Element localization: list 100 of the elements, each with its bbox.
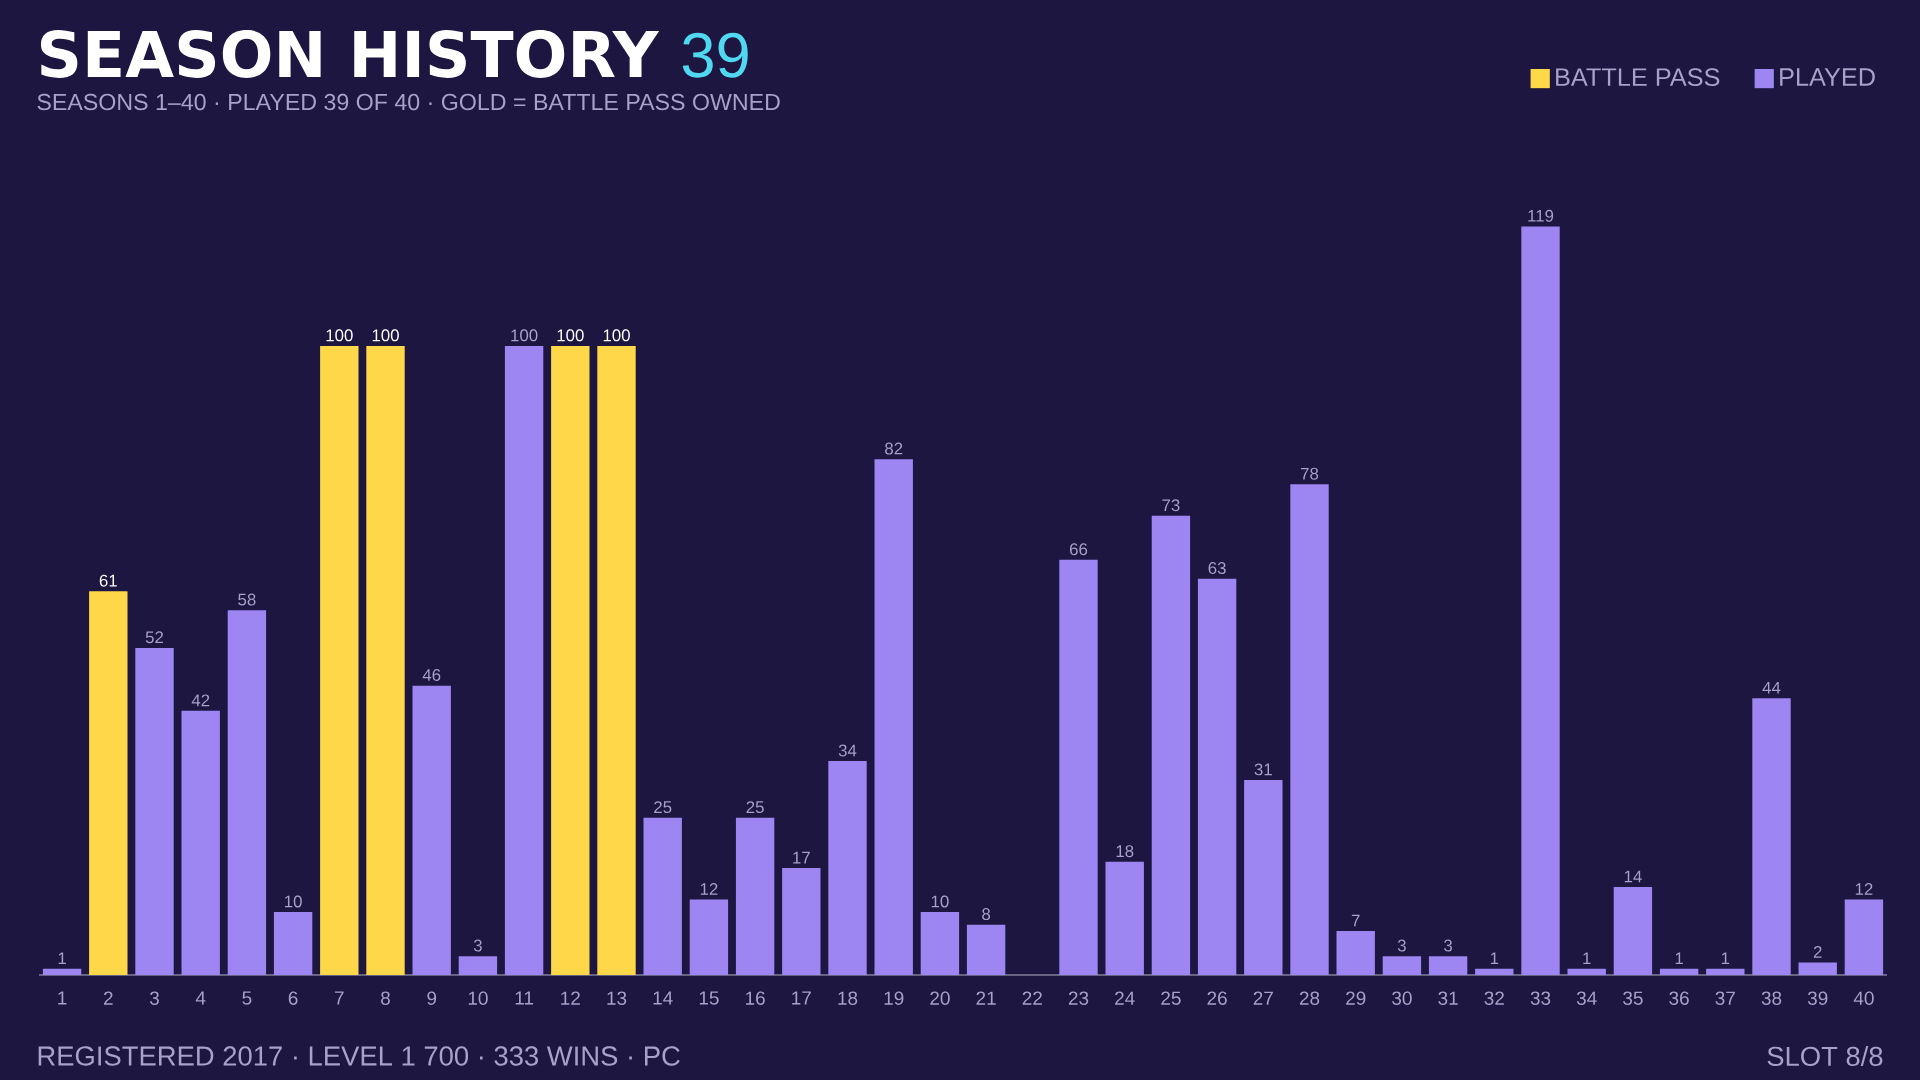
- x-tick-label: 34: [1576, 991, 1597, 1005]
- data-label: 31: [1254, 763, 1272, 776]
- data-label: 61: [99, 574, 117, 587]
- data-label: 100: [326, 329, 353, 342]
- x-tick-label: 39: [1807, 991, 1828, 1005]
- bar: [1059, 559, 1098, 975]
- data-label: 1: [1490, 952, 1499, 965]
- data-label: 10: [285, 895, 302, 908]
- bar: [920, 912, 960, 975]
- x-tick-label: 4: [195, 991, 206, 1005]
- bar: [366, 345, 405, 975]
- x-tick-label: 31: [1438, 991, 1458, 1005]
- bar: [1613, 886, 1653, 975]
- bar: [689, 899, 729, 975]
- text: REGISTERED 2017 · LEVEL 1 700 · 333 WINS · PC: [38, 1046, 680, 1066]
- data-label: 119: [1528, 209, 1554, 222]
- data-label: 12: [1855, 883, 1873, 895]
- bar: [1475, 968, 1514, 975]
- data-label: 12: [700, 883, 718, 895]
- bar: [1706, 968, 1745, 975]
- data-label: 1: [58, 952, 66, 965]
- x-tick-label: 37: [1715, 991, 1735, 1005]
- x-tick-label: 25: [1161, 991, 1181, 1005]
- data-label: 100: [557, 329, 584, 342]
- x-tick-label: 33: [1530, 991, 1551, 1005]
- x-tick-label: 13: [607, 991, 627, 1005]
- x-tick-label: 24: [1115, 991, 1135, 1005]
- x-tick-label: 30: [1392, 991, 1412, 1005]
- bar: [504, 345, 544, 975]
- x-tick-label: 1: [58, 991, 67, 1005]
- x-tick-label: 16: [746, 991, 765, 1005]
- data-label: 1: [1675, 952, 1683, 965]
- data-label: 100: [372, 329, 399, 342]
- data-label: 100: [511, 329, 538, 342]
- x-tick-label: 11: [515, 991, 534, 1005]
- data-label: 3: [1444, 939, 1453, 952]
- data-label: 1: [1721, 952, 1730, 965]
- data-label: 17: [793, 851, 810, 864]
- data-label: 66: [1069, 543, 1088, 556]
- bar: [1151, 515, 1191, 975]
- bar: [1567, 968, 1606, 975]
- bar: [1428, 956, 1468, 975]
- data-label: 25: [746, 801, 764, 814]
- bar: [1336, 930, 1375, 975]
- bar: [551, 345, 590, 975]
- data-label: 44: [1762, 681, 1781, 694]
- legend-label: BATTLE PASS: [1556, 68, 1720, 87]
- x-tick-label: 3: [149, 991, 159, 1005]
- data-label: 8: [982, 908, 991, 921]
- text: SLOT 8/8: [1767, 1045, 1883, 1067]
- bar: [643, 817, 682, 975]
- data-label: 52: [145, 631, 164, 644]
- bar: [1105, 861, 1144, 975]
- bar: [1752, 698, 1791, 975]
- x-tick-label: 36: [1669, 991, 1689, 1005]
- bar: [273, 912, 313, 975]
- x-tick-label: 19: [884, 991, 904, 1005]
- data-label: 63: [1208, 562, 1226, 575]
- bar: [1844, 899, 1884, 975]
- x-tick-label: 17: [792, 991, 811, 1005]
- x-tick-label: 8: [381, 991, 390, 1005]
- x-tick-label: 9: [427, 991, 437, 1005]
- data-label: 73: [1162, 499, 1180, 512]
- x-tick-label: 18: [838, 991, 858, 1005]
- data-label: 58: [238, 593, 256, 606]
- x-tick-label: 29: [1346, 991, 1366, 1005]
- x-tick-label: 23: [1068, 991, 1089, 1005]
- data-label: 46: [422, 669, 441, 681]
- bar: [1290, 484, 1329, 975]
- chart-title: SEASON HISTORY: [40, 30, 660, 78]
- data-label: 10: [931, 895, 949, 908]
- data-label: 18: [1116, 845, 1134, 858]
- x-tick-label: 28: [1299, 991, 1320, 1005]
- x-tick-label: 2: [103, 991, 113, 1005]
- data-label: 100: [603, 329, 630, 342]
- x-tick-label: 6: [288, 991, 298, 1005]
- text: 39: [682, 32, 748, 78]
- x-tick-label: 32: [1484, 991, 1504, 1005]
- data-label: 3: [1397, 939, 1406, 952]
- legend-label: PLAYED: [1780, 68, 1875, 86]
- x-tick-label: 22: [1022, 991, 1042, 1005]
- bar: [1382, 956, 1422, 975]
- bar: [181, 710, 220, 975]
- bar: [782, 868, 821, 975]
- data-label: 82: [885, 442, 903, 455]
- bar: [735, 817, 775, 975]
- data-label: 34: [838, 744, 857, 757]
- bar: [597, 345, 636, 975]
- bar: [89, 591, 128, 975]
- x-tick-label: 20: [930, 991, 950, 1005]
- chart-subtitle: SEASONS 1–40 · PLAYED 39 OF 40 · GOLD = BATTLE PASS OWNED: [37, 93, 780, 111]
- x-tick-label: 40: [1853, 991, 1874, 1005]
- bar: [966, 924, 1006, 975]
- x-tick-label: 15: [699, 991, 719, 1005]
- data-label: 2: [1813, 946, 1822, 958]
- bar: [227, 610, 267, 975]
- x-tick-label: 5: [242, 991, 252, 1005]
- data-label: 7: [1351, 914, 1360, 927]
- x-tick-label: 38: [1761, 991, 1782, 1005]
- bar: [1798, 962, 1837, 975]
